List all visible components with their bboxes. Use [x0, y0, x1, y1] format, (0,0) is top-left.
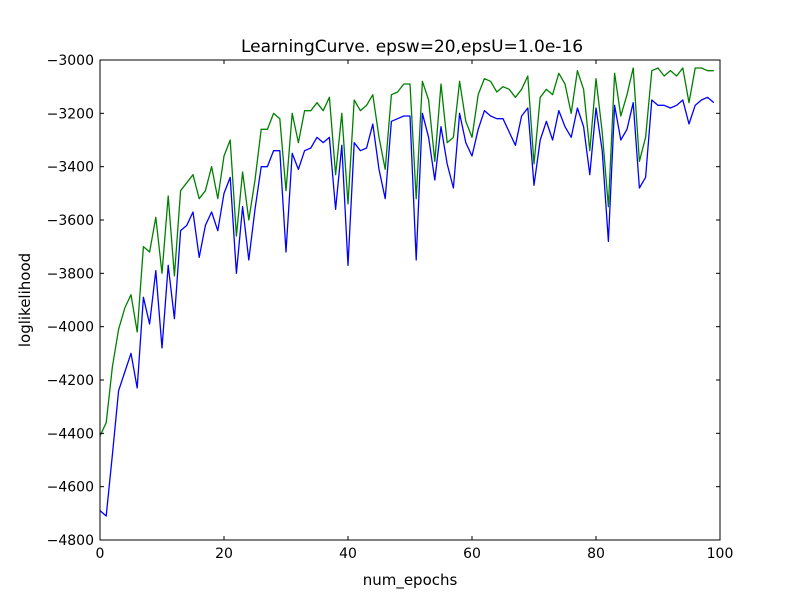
- series-line-1: [99, 96, 715, 517]
- x-tick-label: 40: [339, 546, 357, 562]
- y-axis-label: loglikelihood: [16, 253, 34, 347]
- y-tick-label: −4600: [47, 480, 94, 496]
- y-tick-label: −3600: [47, 213, 94, 229]
- y-tick-label: −3200: [47, 106, 94, 122]
- y-tick-label: −3400: [47, 160, 94, 176]
- chart-title: LearningCurve. epsw=20,epsU=1.0e-16: [241, 37, 583, 57]
- series-line-2: [99, 67, 714, 437]
- x-axis-label: num_epochs: [363, 571, 458, 590]
- y-tick-label: −4200: [47, 373, 94, 389]
- x-tick-label: 60: [463, 546, 481, 562]
- series-layer: [99, 67, 715, 517]
- y-tick-label: −3000: [47, 53, 94, 69]
- x-tick-label: 0: [96, 546, 105, 562]
- y-tick-label: −3800: [47, 266, 94, 282]
- y-tick-label: −4400: [47, 426, 94, 442]
- ticks-layer: 0 20 40 60 80 100 −4800 −4600 −4400 −4200 −4000 −38…: [47, 53, 734, 562]
- plot-frame: [99, 59, 721, 541]
- x-tick-label: 20: [215, 546, 233, 562]
- x-tick-label: 100: [707, 546, 734, 562]
- y-tick-label: −4000: [47, 320, 94, 336]
- x-tick-label: 80: [587, 546, 605, 562]
- y-tick-label: −4800: [47, 533, 94, 549]
